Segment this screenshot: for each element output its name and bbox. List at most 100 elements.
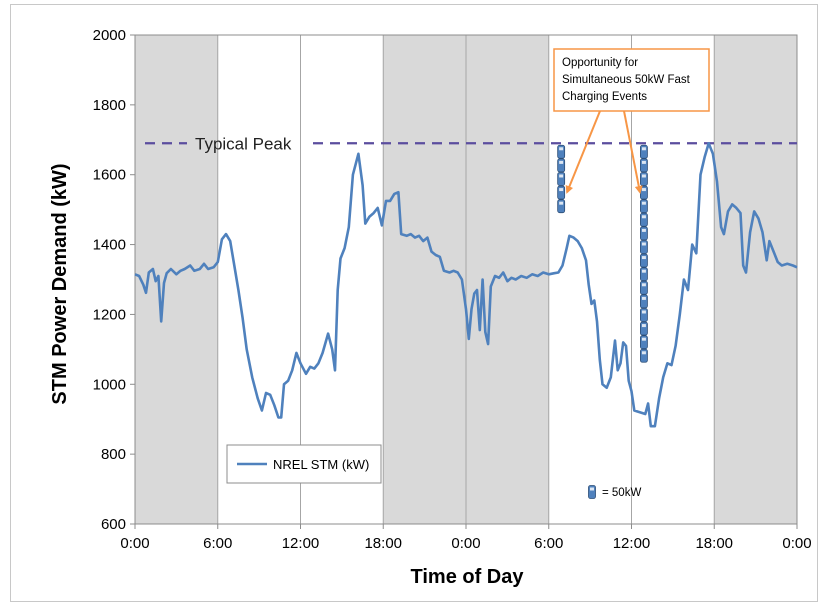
- charger-body: [640, 199, 648, 214]
- charger-body: [640, 267, 648, 282]
- charger-body: [640, 158, 648, 173]
- charger-window: [590, 487, 594, 491]
- callout-group: Opportunity for Simultaneous 50kW Fast Cha…: [553, 48, 710, 194]
- charger-body: [640, 144, 648, 159]
- charger-body: [557, 172, 566, 186]
- series-line-nrel-stm: [134, 142, 798, 428]
- charger-body: [557, 144, 566, 159]
- charger-icon: [640, 335, 648, 350]
- callout-text-line: Charging Events: [562, 91, 647, 103]
- charger-body: [640, 308, 648, 322]
- charger-body: [640, 185, 648, 200]
- charger-window: [641, 296, 646, 300]
- x-tick-label: 6:00: [534, 535, 563, 552]
- charger-body: [557, 158, 566, 173]
- charger-icon: [640, 172, 648, 186]
- charger-body: [640, 280, 648, 295]
- charger-window: [641, 160, 646, 164]
- charger-window: [641, 283, 646, 287]
- series-group: [134, 142, 798, 428]
- callout-box: [553, 48, 710, 112]
- charger-window: [559, 174, 564, 178]
- y-tick-label: 1800: [93, 97, 126, 114]
- charger-body: [557, 199, 566, 214]
- charger-window: [641, 310, 646, 314]
- charger-window: [641, 215, 646, 219]
- charger-icon: [640, 240, 648, 254]
- charger-icon: [557, 185, 566, 200]
- charger-body: [640, 172, 648, 186]
- callout-arrow: [565, 110, 601, 194]
- x-axis-ticks: 0:00 6:00 12:00 18:00 0:00 6:00 12:00 18:00 0:00: [120, 524, 812, 552]
- shaded-period-2: [714, 35, 797, 524]
- charger-icon: [640, 308, 648, 322]
- charger-body: [640, 240, 648, 254]
- charger-window: [641, 256, 646, 260]
- callout-arrow: [623, 110, 643, 194]
- charging-stacks: [557, 144, 648, 363]
- charger-body: [640, 321, 648, 336]
- charger-icon: [640, 226, 648, 241]
- charger-icon: [640, 253, 648, 268]
- x-tick-label: 18:00: [364, 535, 402, 552]
- y-tick-label: 800: [101, 446, 126, 463]
- x-tick-label: 12:00: [613, 535, 651, 552]
- charger-window: [559, 188, 564, 192]
- x-tick-label: 18:00: [695, 535, 733, 552]
- x-tick-label: 0:00: [451, 535, 480, 552]
- x-tick-label: 6:00: [203, 535, 232, 552]
- charger-body: [640, 348, 648, 363]
- callout-text-line: Simultaneous 50kW Fast: [562, 74, 691, 86]
- charger-window: [641, 188, 646, 192]
- charger-icon: [557, 144, 566, 159]
- charger-icon: [640, 267, 648, 282]
- x-tick-label: 0:00: [120, 535, 149, 552]
- unit-legend-label: = 50kW: [602, 487, 641, 499]
- charger-icon: [640, 280, 648, 295]
- charger-window: [641, 337, 646, 341]
- charger-icon: [640, 144, 648, 159]
- charger-icon: [557, 172, 566, 186]
- charger-window: [641, 228, 646, 232]
- charger-window: [641, 174, 646, 178]
- unit-legend: = 50kW: [588, 485, 641, 499]
- charger-body: [588, 485, 596, 499]
- x-axis-title: Time of Day: [411, 566, 525, 588]
- chart-frame: 600 800 1000 1200 1400 1600 1800 2000 0:00 6:00 1…: [10, 4, 818, 602]
- legend-label: NREL STM (kW): [273, 457, 369, 472]
- charger-body: [640, 253, 648, 268]
- y-axis-title: STM Power Demand (kW): [49, 163, 71, 404]
- y-tick-label: 1000: [93, 376, 126, 393]
- charger-window: [641, 242, 646, 246]
- charger-icon: [588, 485, 596, 499]
- charger-body: [640, 212, 648, 227]
- charger-body: [640, 294, 648, 309]
- charger-window: [641, 147, 646, 151]
- typical-peak-label: Typical Peak: [195, 134, 292, 153]
- charger-window: [641, 324, 646, 328]
- charger-window: [559, 147, 564, 151]
- charger-icon: [640, 294, 648, 309]
- chart: 600 800 1000 1200 1400 1600 1800 2000 0:00 6:00 1…: [49, 27, 812, 588]
- y-tick-label: 1400: [93, 237, 126, 254]
- charger-icon: [640, 212, 648, 227]
- charger-icon: [640, 185, 648, 200]
- plot-area: [134, 34, 798, 525]
- charger-body: [640, 226, 648, 241]
- x-tick-label: 12:00: [282, 535, 320, 552]
- reference-line-group: Typical Peak: [145, 134, 797, 153]
- charger-window: [641, 351, 646, 355]
- y-axis-ticks: 600 800 1000 1200 1400 1600 1800 2000: [93, 27, 135, 533]
- y-tick-label: 600: [101, 516, 126, 533]
- legend: NREL STM (kW): [226, 444, 382, 484]
- y-tick-label: 1600: [93, 167, 126, 184]
- charger-icon: [640, 348, 648, 363]
- callout-text-line: Opportunity for: [562, 57, 638, 69]
- y-tick-label: 1200: [93, 306, 126, 323]
- charger-window: [559, 160, 564, 164]
- charger-icon: [640, 199, 648, 214]
- charger-window: [559, 201, 564, 205]
- charger-body: [640, 335, 648, 350]
- charger-icon: [640, 158, 648, 173]
- charger-icon: [640, 321, 648, 336]
